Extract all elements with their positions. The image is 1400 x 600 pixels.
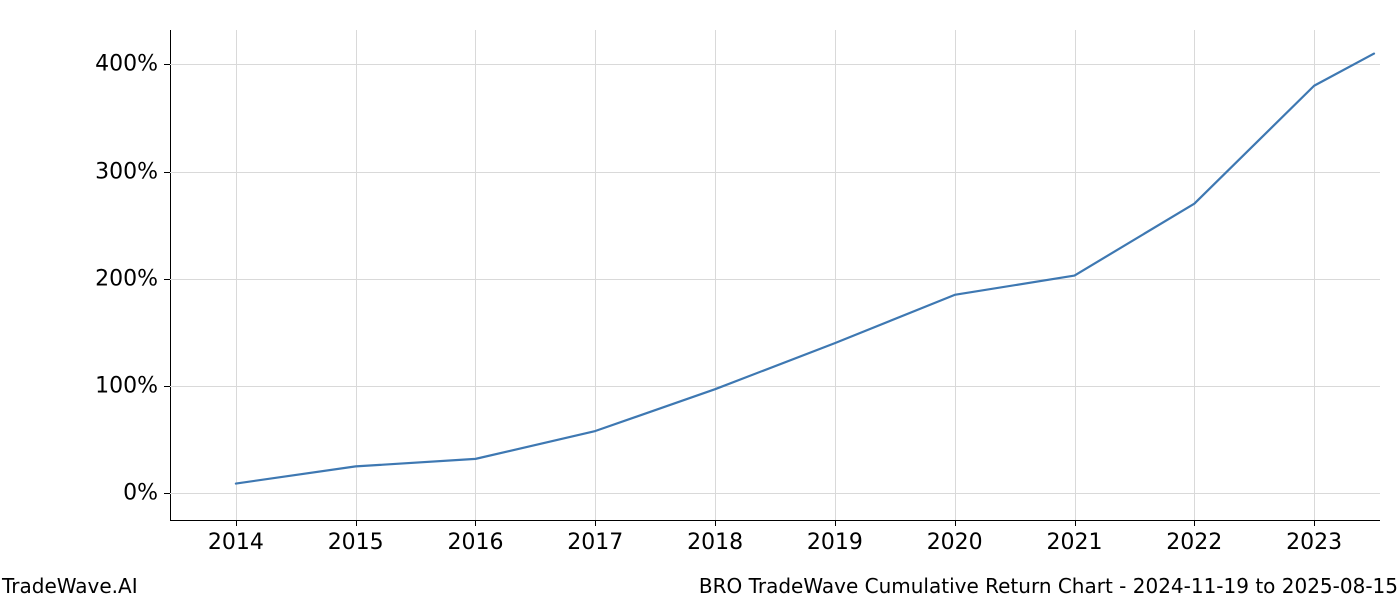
line-series: [0, 0, 1400, 600]
footer-right-label: BRO TradeWave Cumulative Return Chart - …: [699, 574, 1398, 598]
footer-left-label: TradeWave.AI: [2, 574, 138, 598]
chart-canvas: 2014201520162017201820192020202120222023…: [0, 0, 1400, 600]
series-polyline: [236, 54, 1374, 484]
